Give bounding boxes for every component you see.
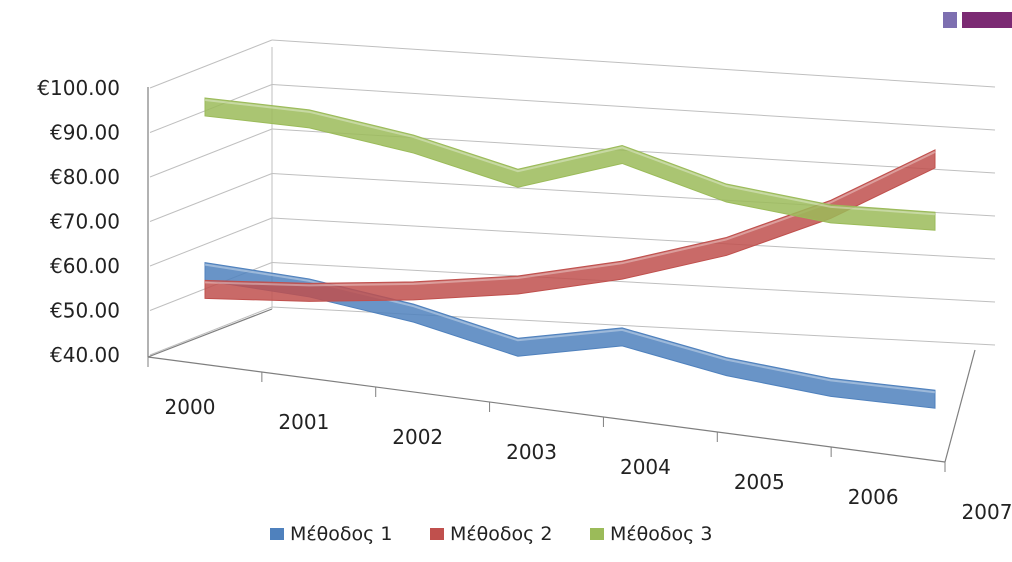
legend-swatch	[430, 528, 444, 540]
legend-swatch	[270, 528, 284, 540]
y-tick-label: €60.00	[50, 254, 120, 278]
gridline	[271, 217, 996, 260]
legend-label: Μέθοδος 1	[290, 523, 392, 545]
x-tick-label: 2002	[392, 425, 443, 449]
axis-layer	[147, 47, 976, 472]
y-tick-label: €40.00	[50, 343, 120, 367]
y-tick-label: €70.00	[50, 210, 120, 234]
gridline-depth	[149, 128, 273, 178]
x-axis-line	[147, 356, 946, 463]
gridline-depth	[149, 39, 273, 89]
y-tick-label: €80.00	[50, 165, 120, 189]
gridline	[271, 262, 996, 303]
x-tick-label: 2000	[165, 395, 216, 419]
x-tick-label: 2003	[506, 440, 557, 464]
x-tick-label: 2004	[620, 455, 671, 479]
accent-square	[943, 12, 957, 28]
right-depth-line	[944, 349, 976, 463]
series-highlight	[204, 98, 936, 216]
gridline-depth	[149, 173, 273, 222]
y-tick-label: €50.00	[50, 299, 120, 323]
label-layer: €40.00 €50.00 €60.00 €70.00 €80.00 €90.00 €100…	[37, 76, 1012, 524]
x-tick-label: 2007	[962, 500, 1012, 524]
x-tick-label: 2001	[278, 410, 329, 434]
base-depth-line	[147, 308, 273, 358]
gridline	[271, 39, 996, 88]
y-tick-label: €100.00	[37, 76, 120, 100]
series-layer	[204, 97, 936, 409]
legend-label: Μέθοδος 3	[610, 523, 712, 545]
x-tick-label: 2005	[734, 470, 785, 494]
legend-swatch	[590, 528, 604, 540]
accent-bar	[962, 12, 1012, 28]
series-ribbon	[204, 97, 936, 231]
gridline-depth	[149, 306, 273, 356]
x-tick-label: 2006	[848, 485, 899, 509]
legend: Μέθοδος 1 Μέθοδος 2 Μέθοδος 3	[270, 523, 712, 545]
gridline-depth	[149, 217, 273, 267]
gridline	[271, 84, 996, 131]
series-ribbon	[204, 149, 936, 302]
y-tick-label: €90.00	[50, 121, 120, 145]
header-accent	[943, 12, 1012, 28]
legend-label: Μέθοδος 2	[450, 523, 552, 545]
